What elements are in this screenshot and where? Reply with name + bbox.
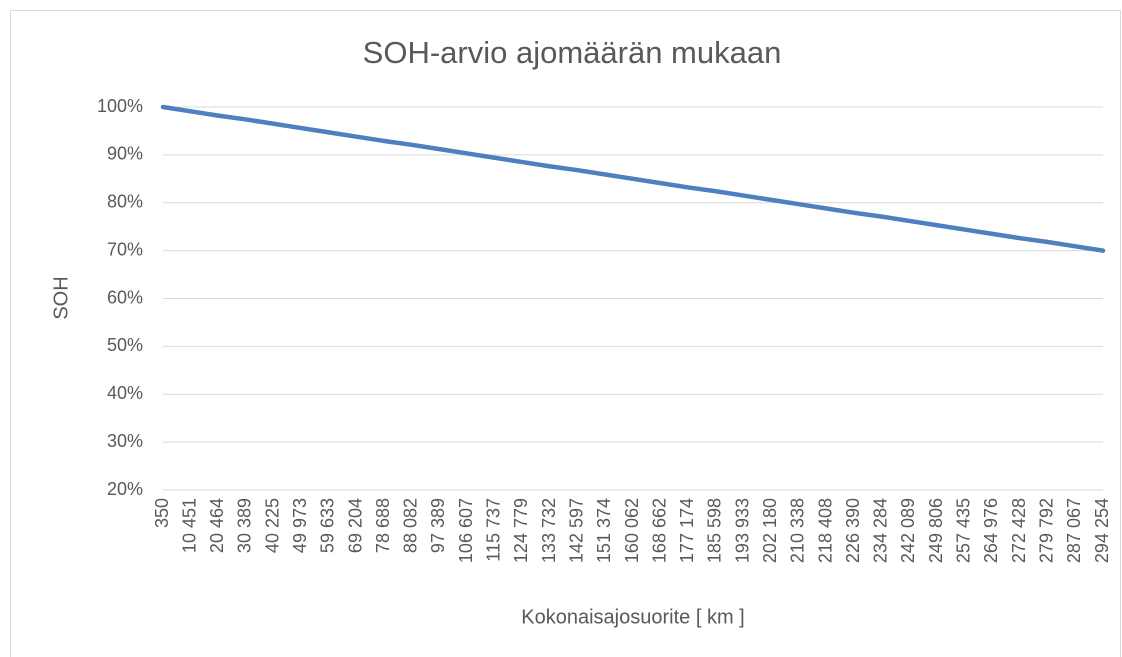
x-tick-label: 257 435: [954, 498, 974, 563]
x-tick-label: 88 082: [401, 498, 421, 553]
y-tick-label: 50%: [107, 335, 143, 355]
x-tick-label: 106 607: [456, 498, 476, 563]
y-axis-title: SOH: [50, 276, 72, 319]
y-tick-label: 30%: [107, 431, 143, 451]
x-tick-label: 287 067: [1064, 498, 1084, 563]
x-tick-label: 193 933: [732, 498, 752, 563]
x-tick-label: 151 374: [594, 498, 614, 563]
x-tick-label: 294 254: [1092, 498, 1112, 563]
x-tick-label: 10 451: [179, 498, 199, 553]
x-tick-label: 49 973: [290, 498, 310, 553]
x-tick-label: 218 408: [815, 498, 835, 563]
x-tick-label: 168 662: [649, 498, 669, 563]
x-tick-label: 69 204: [345, 498, 365, 553]
x-tick-label: 234 284: [871, 498, 891, 563]
x-tick-label: 20 464: [207, 498, 227, 553]
x-tick-label: 133 732: [539, 498, 559, 563]
x-tick-label: 115 737: [484, 498, 504, 562]
x-tick-label: 30 389: [235, 498, 255, 553]
x-tick-label: 279 792: [1036, 498, 1056, 563]
x-tick-label: 249 806: [926, 498, 946, 563]
x-tick-label: 226 390: [843, 498, 863, 563]
x-tick-label: 264 976: [981, 498, 1001, 563]
y-tick-label: 80%: [107, 192, 143, 212]
x-tick-label: 185 598: [705, 498, 725, 563]
y-tick-label: 60%: [107, 287, 143, 307]
x-tick-label: 40 225: [262, 498, 282, 553]
x-tick-label: 177 174: [677, 498, 697, 563]
x-tick-label: 202 180: [760, 498, 780, 563]
y-tick-label: 70%: [107, 239, 143, 259]
x-tick-label: 59 633: [318, 498, 338, 553]
x-tick-label: 210 338: [788, 498, 808, 563]
y-tick-label: 100%: [97, 96, 143, 116]
x-axis-title: Kokonaisajosuorite [ km ]: [521, 606, 744, 628]
data-line: [160, 104, 1106, 253]
x-tick-label: 124 779: [511, 498, 531, 563]
x-tick-label: 160 062: [622, 498, 642, 563]
x-tick-label: 142 597: [566, 498, 586, 563]
y-tick-label: 40%: [107, 383, 143, 403]
x-tick-label: 97 389: [428, 498, 448, 553]
y-tick-label: 20%: [107, 479, 143, 499]
chart-border: [10, 10, 1121, 657]
x-tick-label: 78 688: [373, 498, 393, 553]
x-tick-label: 242 089: [898, 498, 918, 563]
y-tick-label: 90%: [107, 144, 143, 164]
chart-title: SOH-arvio ajomäärän mukaan: [363, 35, 782, 70]
x-tick-label: 350: [152, 498, 172, 528]
x-tick-label: 272 428: [1009, 498, 1029, 563]
